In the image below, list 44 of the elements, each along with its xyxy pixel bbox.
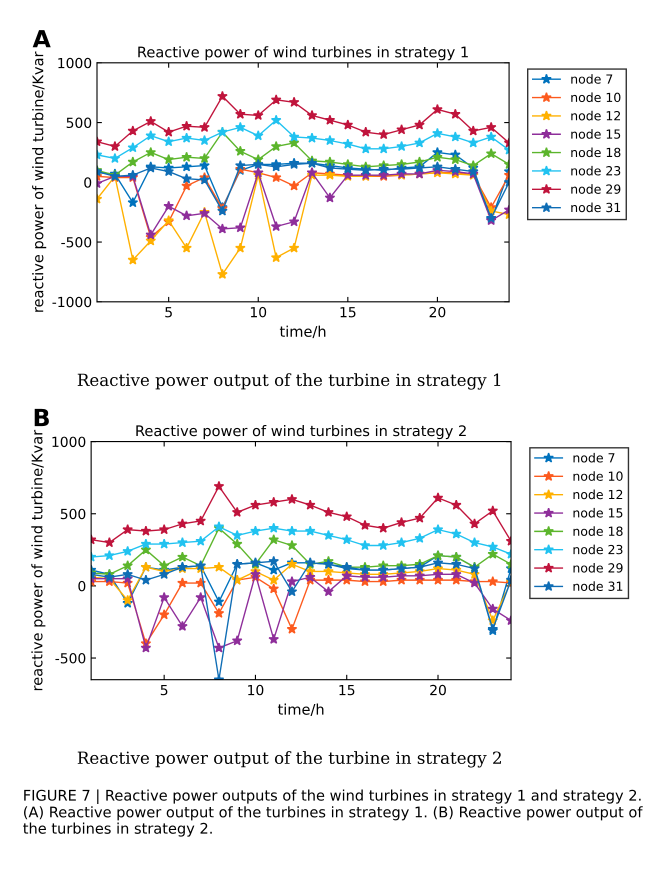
y-tick-label: 500 xyxy=(66,118,92,128)
legend-label: node 10 xyxy=(571,92,620,102)
legend-label: node 12 xyxy=(571,110,620,120)
text: B xyxy=(34,408,49,426)
legend-label: node 29 xyxy=(571,184,620,194)
y-tick-label: 0 xyxy=(78,580,86,592)
y-axis-title: reactive power of wind turbine/Kvar xyxy=(32,51,46,312)
x-tick-label: 20 xyxy=(430,306,446,318)
y-tick-label: 1000 xyxy=(52,436,86,448)
y-axis-title: reactive power of wind turbine/Kvar xyxy=(31,430,46,690)
x-tick-label: 20 xyxy=(430,684,446,696)
x-tick-label: 15 xyxy=(339,684,354,696)
x-tick-label: 15 xyxy=(340,307,356,318)
y-tick-label: -500 xyxy=(55,653,86,664)
legend-label: node 23 xyxy=(571,166,620,176)
legend-label: node 18 xyxy=(571,147,620,158)
legend-label: node 7 xyxy=(574,452,614,463)
chart-title: Reactive power of wind turbines in strategy 2 xyxy=(136,424,466,440)
x-tick-label: 5 xyxy=(160,684,168,696)
x-tick-label: 5 xyxy=(165,307,172,318)
y-tick-label: -500 xyxy=(61,237,92,248)
x-axis-title: time/h xyxy=(280,326,326,338)
legend-label: node 31 xyxy=(574,581,622,591)
legend-label: node 7 xyxy=(571,74,612,84)
legend-label: node 10 xyxy=(574,471,623,481)
text: Reactive power output of the turbine in strategy 2 xyxy=(78,751,501,768)
x-tick-label: 10 xyxy=(248,684,264,696)
legend-label: node 29 xyxy=(574,562,623,573)
legend-label: node 12 xyxy=(574,490,622,500)
x-tick-label: 10 xyxy=(250,306,266,318)
y-tick-label: 500 xyxy=(60,508,86,520)
legend-label: node 18 xyxy=(574,526,623,536)
y-tick-label: 1000 xyxy=(58,58,92,68)
text: A xyxy=(32,30,51,48)
legend-label: node 23 xyxy=(574,544,622,554)
legend-label: node 15 xyxy=(574,508,622,518)
legend-label: node 31 xyxy=(571,202,620,212)
y-tick-label: 0 xyxy=(84,177,92,188)
caption: FIGURE 7 | Reactive power outputs of the wind turbines in strategy 1 and strategy 2. (A) Reactive power output of the turbines in strategy 1. (B) Reactive power output of the turbines in strategy 2. xyxy=(23,789,643,837)
chart-title: Reactive power of wind turbines in strategy 1 xyxy=(138,46,468,60)
x-axis-title: time/h xyxy=(278,704,324,716)
legend-label: node 15 xyxy=(571,129,620,139)
y-tick-label: -1000 xyxy=(52,296,92,308)
text: Reactive power output of the turbine in strategy 1 xyxy=(78,373,500,390)
